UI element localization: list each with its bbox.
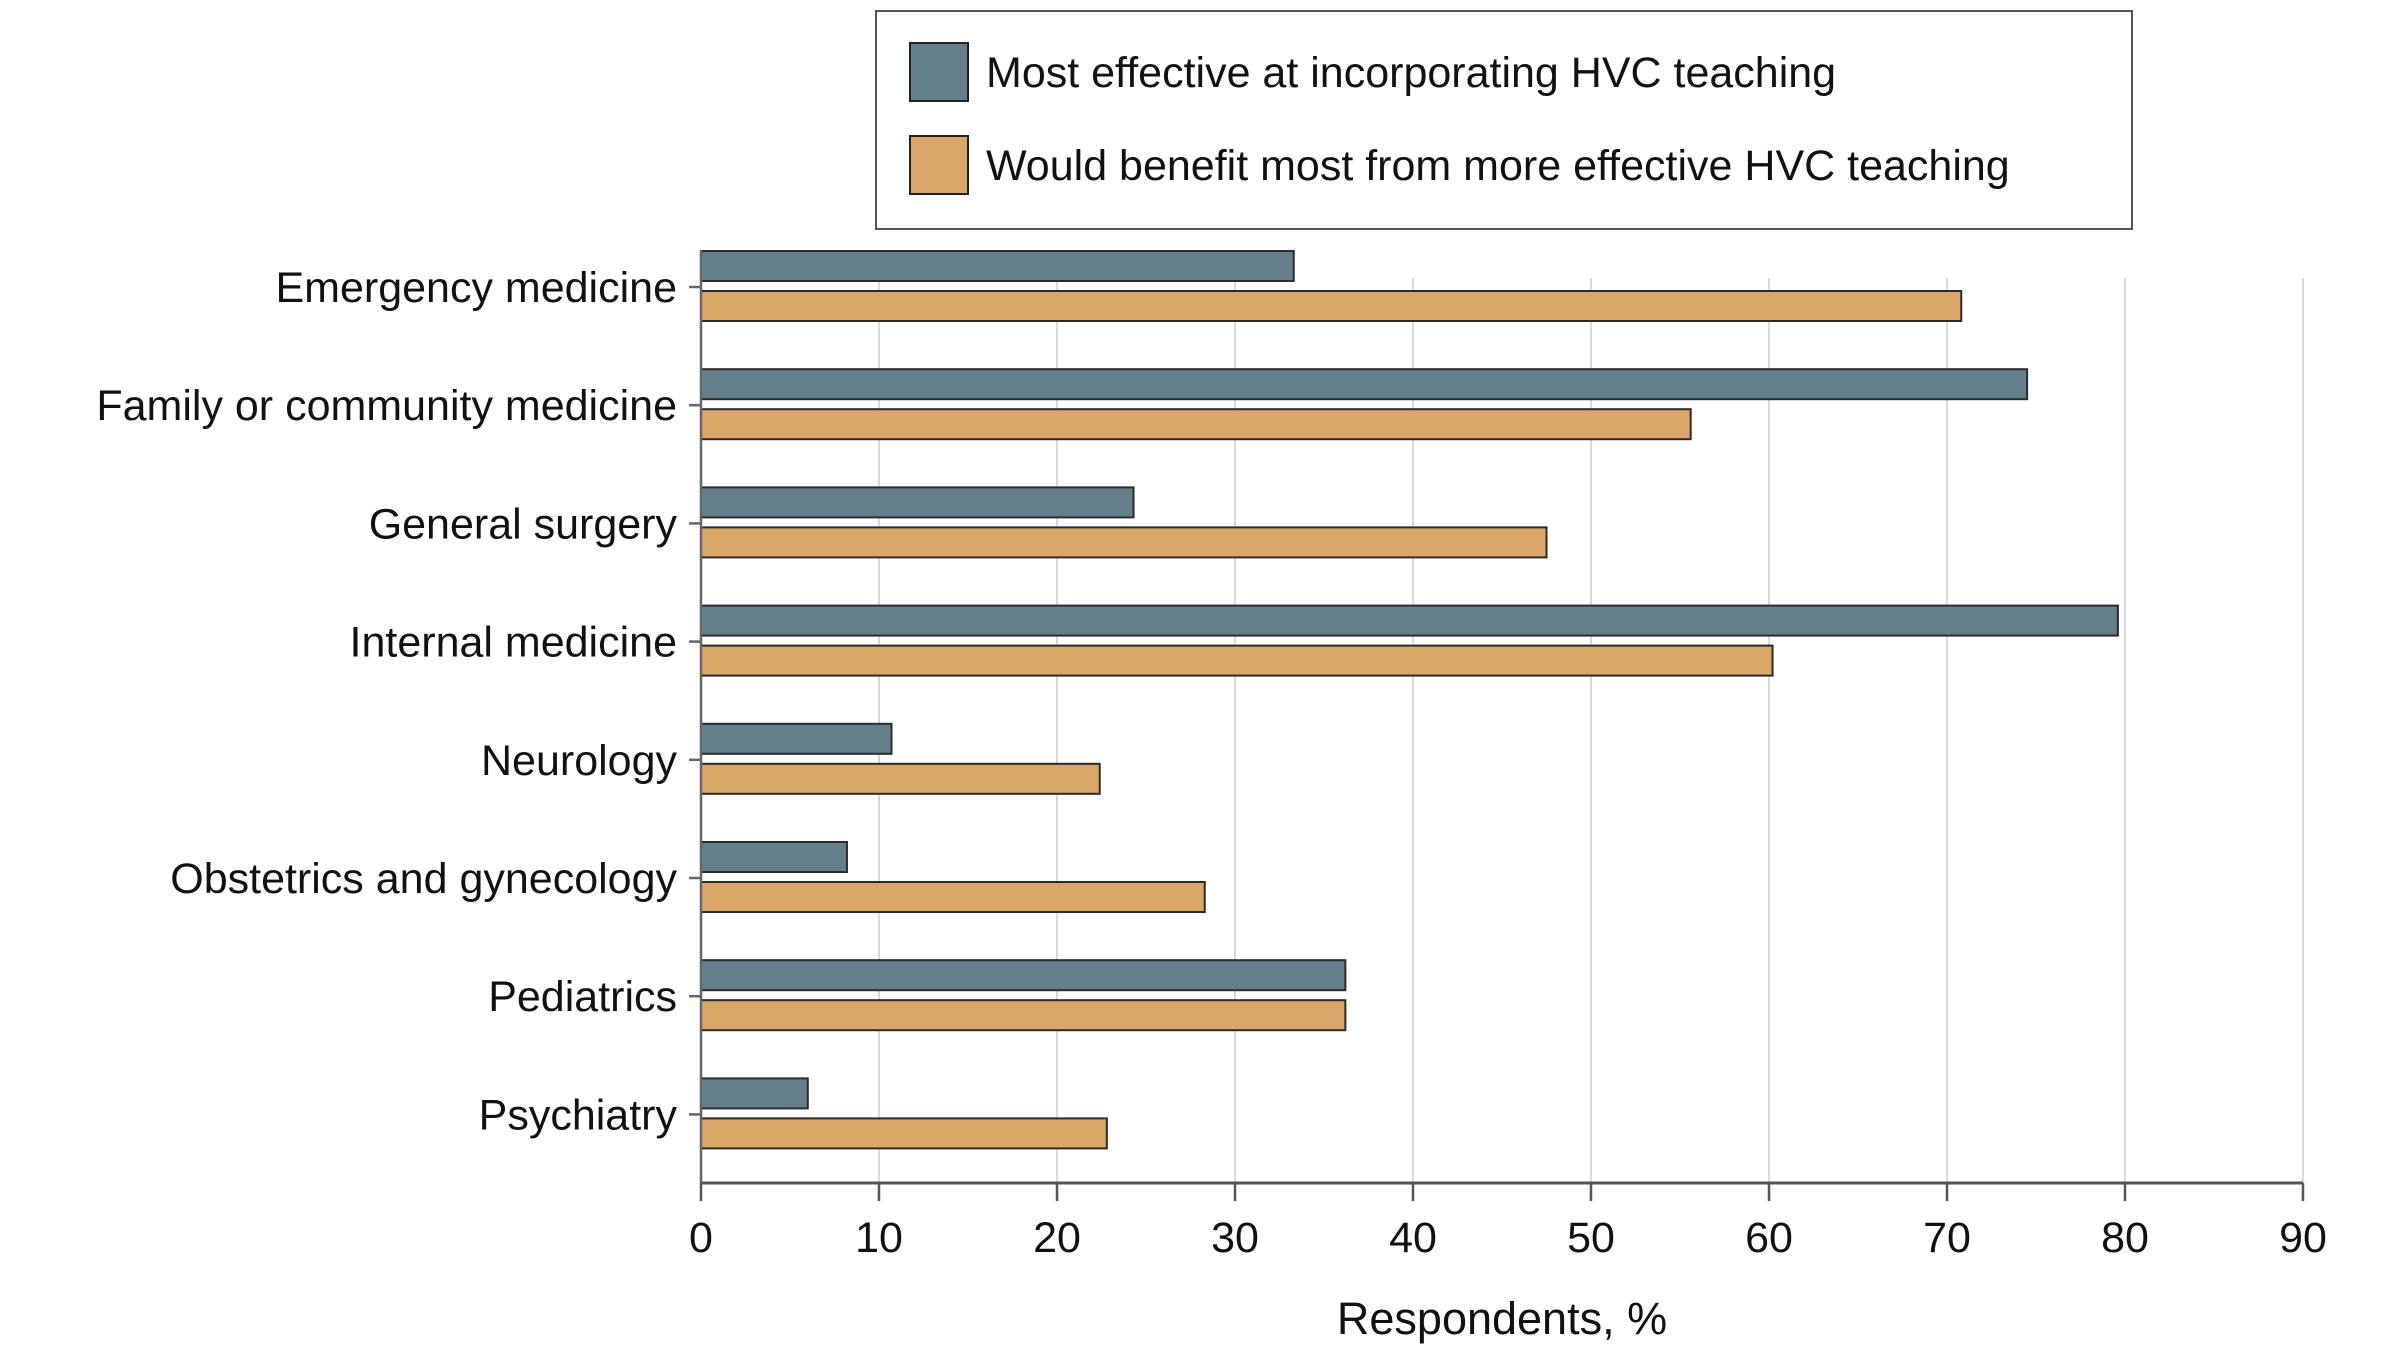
x-axis-title: Respondents, % — [1337, 1293, 1667, 1344]
bar-most-effective — [700, 368, 2029, 401]
bar-would-benefit — [700, 644, 1774, 677]
bar-would-benefit — [700, 408, 1692, 441]
bar-most-effective — [700, 486, 1135, 519]
category-label: General surgery — [369, 500, 678, 548]
bar-would-benefit — [700, 290, 1963, 322]
bar-most-effective — [700, 1077, 809, 1110]
bar-would-benefit — [700, 999, 1347, 1032]
x-tick-label: 90 — [2279, 1214, 2327, 1262]
legend-swatch-would-benefit — [909, 135, 969, 195]
legend-label-most-effective: Most effective at incorporating HVC teac… — [986, 49, 1836, 97]
bar-would-benefit — [700, 1117, 1108, 1150]
legend: Most effective at incorporating HVC teac… — [875, 10, 2133, 230]
category-label: Obstetrics and gynecology — [170, 855, 677, 903]
bar-most-effective — [700, 250, 1295, 282]
category-label: Psychiatry — [479, 1091, 678, 1139]
category-label: Family or community medicine — [96, 382, 677, 430]
category-label: Pediatrics — [488, 973, 677, 1021]
bar-would-benefit — [700, 526, 1548, 559]
bar-most-effective — [700, 959, 1347, 992]
category-label: Emergency medicine — [275, 264, 677, 312]
category-label: Neurology — [481, 737, 677, 785]
x-tick-label: 40 — [1389, 1214, 1437, 1262]
legend-box — [875, 10, 2133, 230]
bar-would-benefit — [700, 762, 1101, 795]
x-tick-label: 20 — [1033, 1214, 1081, 1262]
legend-label-would-benefit: Would benefit most from more effective H… — [986, 142, 2010, 190]
legend-swatch-most-effective — [909, 42, 969, 102]
category-label: Internal medicine — [350, 619, 677, 667]
bar-most-effective — [700, 722, 893, 755]
bar-would-benefit — [700, 881, 1206, 913]
bar-most-effective — [700, 841, 848, 873]
x-tick-label: 50 — [1567, 1214, 1615, 1262]
bar-most-effective — [700, 604, 2119, 637]
category-labels: Emergency medicine Family or community me… — [96, 264, 677, 1139]
x-tick-label: 30 — [1211, 1214, 1259, 1262]
bars — [700, 250, 2119, 1150]
axes — [689, 250, 2305, 1201]
x-tick-label: 60 — [1745, 1214, 1793, 1262]
x-tick-labels: 0 10 20 30 40 50 60 70 80 90 — [689, 1214, 2327, 1262]
x-tick-label: 10 — [855, 1214, 903, 1262]
x-tick-label: 80 — [2101, 1214, 2149, 1262]
x-tick-label: 0 — [689, 1214, 713, 1262]
x-tick-label: 70 — [1923, 1214, 1971, 1262]
